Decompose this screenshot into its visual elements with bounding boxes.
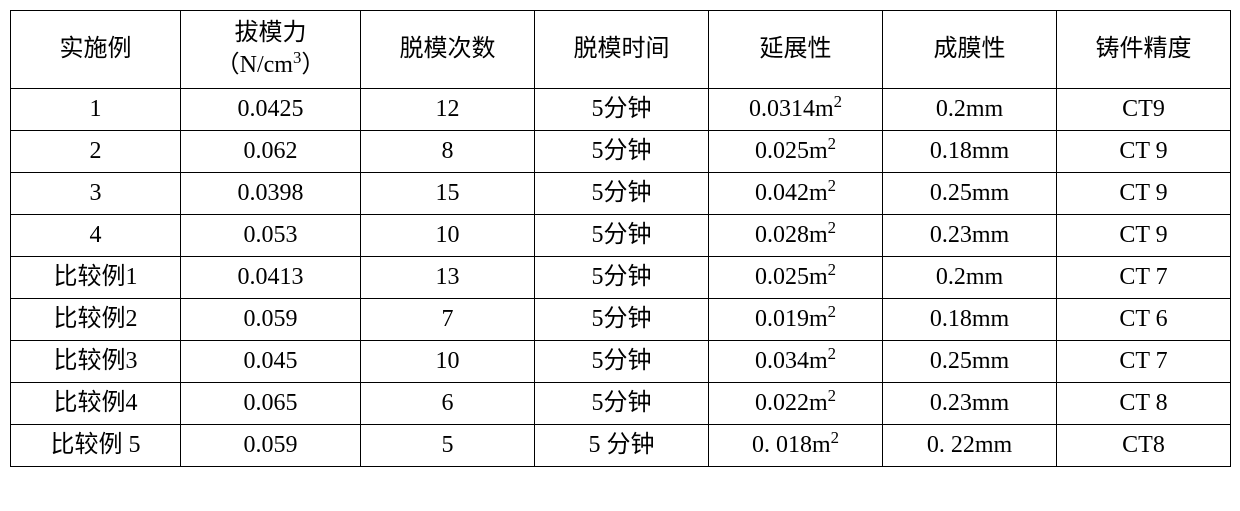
cell-ductility: 0.025m2 xyxy=(709,256,883,298)
table-row: 2 0.062 8 5分钟 0.025m2 0.18mm CT 9 xyxy=(11,130,1231,172)
cell-draw-force: 0.062 xyxy=(181,130,361,172)
cell-draw-force: 0.0398 xyxy=(181,172,361,214)
cell-demold-count: 12 xyxy=(361,88,535,130)
cell-film-forming: 0. 22mm xyxy=(883,424,1057,466)
cell-draw-force: 0.045 xyxy=(181,340,361,382)
cell-casting-precision: CT 7 xyxy=(1057,340,1231,382)
table-row: 1 0.0425 12 5分钟 0.0314m2 0.2mm CT9 xyxy=(11,88,1231,130)
cell-casting-precision: CT 7 xyxy=(1057,256,1231,298)
cell-casting-precision: CT9 xyxy=(1057,88,1231,130)
header-draw-force: 拔模力 （N/cm3） xyxy=(181,11,361,89)
cell-draw-force: 0.059 xyxy=(181,298,361,340)
table-row: 比较例2 0.059 7 5分钟 0.019m2 0.18mm CT 6 xyxy=(11,298,1231,340)
cell-demold-count: 10 xyxy=(361,340,535,382)
cell-demold-time: 5分钟 xyxy=(535,172,709,214)
cell-casting-precision: CT8 xyxy=(1057,424,1231,466)
header-ductility: 延展性 xyxy=(709,11,883,89)
cell-casting-precision: CT 8 xyxy=(1057,382,1231,424)
cell-ductility: 0.025m2 xyxy=(709,130,883,172)
cell-example: 比较例1 xyxy=(11,256,181,298)
header-draw-force-line1: 拔模力 xyxy=(235,20,307,46)
cell-ductility: 0.034m2 xyxy=(709,340,883,382)
cell-film-forming: 0.25mm xyxy=(883,172,1057,214)
cell-ductility: 0.042m2 xyxy=(709,172,883,214)
cell-film-forming: 0.2mm xyxy=(883,88,1057,130)
cell-demold-time: 5分钟 xyxy=(535,256,709,298)
cell-draw-force: 0.053 xyxy=(181,214,361,256)
cell-demold-time: 5分钟 xyxy=(535,214,709,256)
cell-demold-time: 5分钟 xyxy=(535,130,709,172)
cell-film-forming: 0.25mm xyxy=(883,340,1057,382)
cell-casting-precision: CT 9 xyxy=(1057,214,1231,256)
cell-casting-precision: CT 9 xyxy=(1057,172,1231,214)
header-film-forming: 成膜性 xyxy=(883,11,1057,89)
cell-film-forming: 0.23mm xyxy=(883,382,1057,424)
cell-example: 3 xyxy=(11,172,181,214)
header-draw-force-line2-close: ） xyxy=(301,52,325,78)
cell-example: 比较例2 xyxy=(11,298,181,340)
cell-example: 1 xyxy=(11,88,181,130)
header-demold-time: 脱模时间 xyxy=(535,11,709,89)
cell-example: 比较例 5 xyxy=(11,424,181,466)
cell-film-forming: 0.18mm xyxy=(883,298,1057,340)
cell-casting-precision: CT 6 xyxy=(1057,298,1231,340)
cell-demold-count: 7 xyxy=(361,298,535,340)
table-row: 比较例1 0.0413 13 5分钟 0.025m2 0.2mm CT 7 xyxy=(11,256,1231,298)
header-casting-precision: 铸件精度 xyxy=(1057,11,1231,89)
cell-draw-force: 0.059 xyxy=(181,424,361,466)
cell-example: 比较例3 xyxy=(11,340,181,382)
cell-ductility: 0.019m2 xyxy=(709,298,883,340)
table-row: 比较例 5 0.059 5 5 分钟 0. 018m2 0. 22mm CT8 xyxy=(11,424,1231,466)
cell-film-forming: 0.2mm xyxy=(883,256,1057,298)
cell-demold-count: 5 xyxy=(361,424,535,466)
cell-ductility: 0. 018m2 xyxy=(709,424,883,466)
table-row: 比较例3 0.045 10 5分钟 0.034m2 0.25mm CT 7 xyxy=(11,340,1231,382)
table-body: 1 0.0425 12 5分钟 0.0314m2 0.2mm CT9 2 0.0… xyxy=(11,88,1231,466)
cell-example: 比较例4 xyxy=(11,382,181,424)
cell-example: 4 xyxy=(11,214,181,256)
cell-demold-time: 5分钟 xyxy=(535,340,709,382)
cell-demold-time: 5分钟 xyxy=(535,88,709,130)
cell-example: 2 xyxy=(11,130,181,172)
cell-demold-time: 5分钟 xyxy=(535,298,709,340)
cell-demold-time: 5 分钟 xyxy=(535,424,709,466)
table-row: 4 0.053 10 5分钟 0.028m2 0.23mm CT 9 xyxy=(11,214,1231,256)
cell-ductility: 0.028m2 xyxy=(709,214,883,256)
cell-demold-count: 8 xyxy=(361,130,535,172)
header-example: 实施例 xyxy=(11,11,181,89)
table-row: 3 0.0398 15 5分钟 0.042m2 0.25mm CT 9 xyxy=(11,172,1231,214)
cell-demold-count: 10 xyxy=(361,214,535,256)
header-draw-force-line2-open: （N/cm xyxy=(216,52,293,78)
header-row: 实施例 拔模力 （N/cm3） 脱模次数 脱模时间 延展性 成膜性 铸件精度 xyxy=(11,11,1231,89)
cell-demold-time: 5分钟 xyxy=(535,382,709,424)
cell-demold-count: 15 xyxy=(361,172,535,214)
cell-draw-force: 0.0413 xyxy=(181,256,361,298)
cell-ductility: 0.0314m2 xyxy=(709,88,883,130)
data-table: 实施例 拔模力 （N/cm3） 脱模次数 脱模时间 延展性 成膜性 铸件精度 1… xyxy=(10,10,1231,467)
cell-demold-count: 6 xyxy=(361,382,535,424)
table-header: 实施例 拔模力 （N/cm3） 脱模次数 脱模时间 延展性 成膜性 铸件精度 xyxy=(11,11,1231,89)
cell-demold-count: 13 xyxy=(361,256,535,298)
cell-casting-precision: CT 9 xyxy=(1057,130,1231,172)
cell-draw-force: 0.0425 xyxy=(181,88,361,130)
cell-draw-force: 0.065 xyxy=(181,382,361,424)
table-row: 比较例4 0.065 6 5分钟 0.022m2 0.23mm CT 8 xyxy=(11,382,1231,424)
header-demold-count: 脱模次数 xyxy=(361,11,535,89)
cell-film-forming: 0.23mm xyxy=(883,214,1057,256)
cell-film-forming: 0.18mm xyxy=(883,130,1057,172)
cell-ductility: 0.022m2 xyxy=(709,382,883,424)
